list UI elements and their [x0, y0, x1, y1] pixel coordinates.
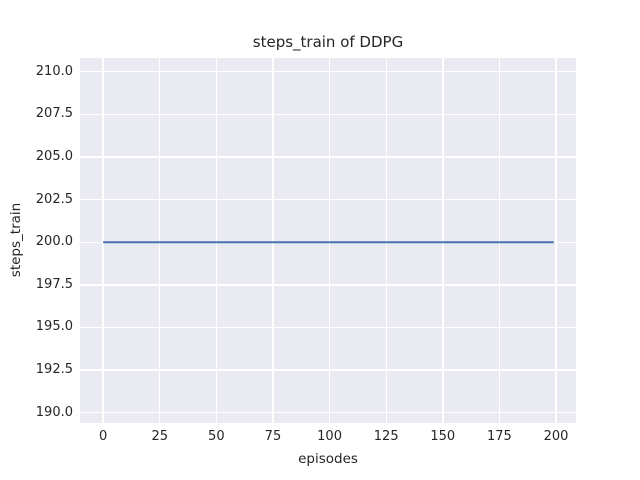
- x-tick-label: 175: [487, 429, 512, 444]
- gridline-horizontal: [80, 369, 576, 371]
- x-tick-label: 200: [543, 429, 569, 444]
- gridline-horizontal: [80, 70, 576, 73]
- y-tick-label: 202.5: [35, 191, 73, 207]
- plot-area: [80, 58, 576, 423]
- x-tick-label: 25: [151, 429, 168, 444]
- x-axis-label: episodes: [298, 451, 358, 467]
- gridline-vertical: [215, 58, 218, 423]
- chart-title: steps_train of DDPG: [252, 33, 404, 51]
- y-tick-label: 210.0: [35, 63, 73, 79]
- y-tick-label: 205.0: [35, 148, 73, 164]
- gridline-vertical: [442, 58, 444, 423]
- gridline-horizontal: [80, 113, 576, 115]
- gridline-vertical: [272, 58, 274, 423]
- gridline-horizontal: [80, 326, 576, 329]
- y-tick-label: 207.5: [35, 106, 73, 122]
- gridline-vertical: [102, 58, 104, 423]
- line-series-layer: [103, 241, 554, 244]
- gridline-vertical: [385, 58, 387, 423]
- y-tick-label: 197.5: [35, 276, 73, 292]
- gridline-horizontal: [80, 284, 576, 286]
- y-tick-label: 192.5: [35, 362, 73, 378]
- x-tick-label: 75: [264, 429, 282, 444]
- x-tick-label: 50: [208, 429, 225, 444]
- gridline-vertical: [498, 58, 501, 423]
- gridline-vertical: [555, 58, 557, 423]
- gridline-vertical: [328, 58, 331, 423]
- gridline-horizontal: [80, 412, 576, 414]
- x-tick-label: 150: [430, 429, 456, 444]
- gridline-horizontal: [80, 156, 576, 158]
- x-tick-label: 125: [373, 429, 399, 444]
- y-tick-label: 200.0: [35, 234, 73, 250]
- x-tick-label: 0: [98, 429, 108, 444]
- gridline-vertical: [159, 58, 161, 423]
- y-tick-label: 190.0: [35, 404, 73, 420]
- y-tick-label: 195.0: [35, 319, 73, 335]
- x-tick-label: 100: [317, 429, 342, 444]
- gridline-horizontal: [80, 198, 576, 201]
